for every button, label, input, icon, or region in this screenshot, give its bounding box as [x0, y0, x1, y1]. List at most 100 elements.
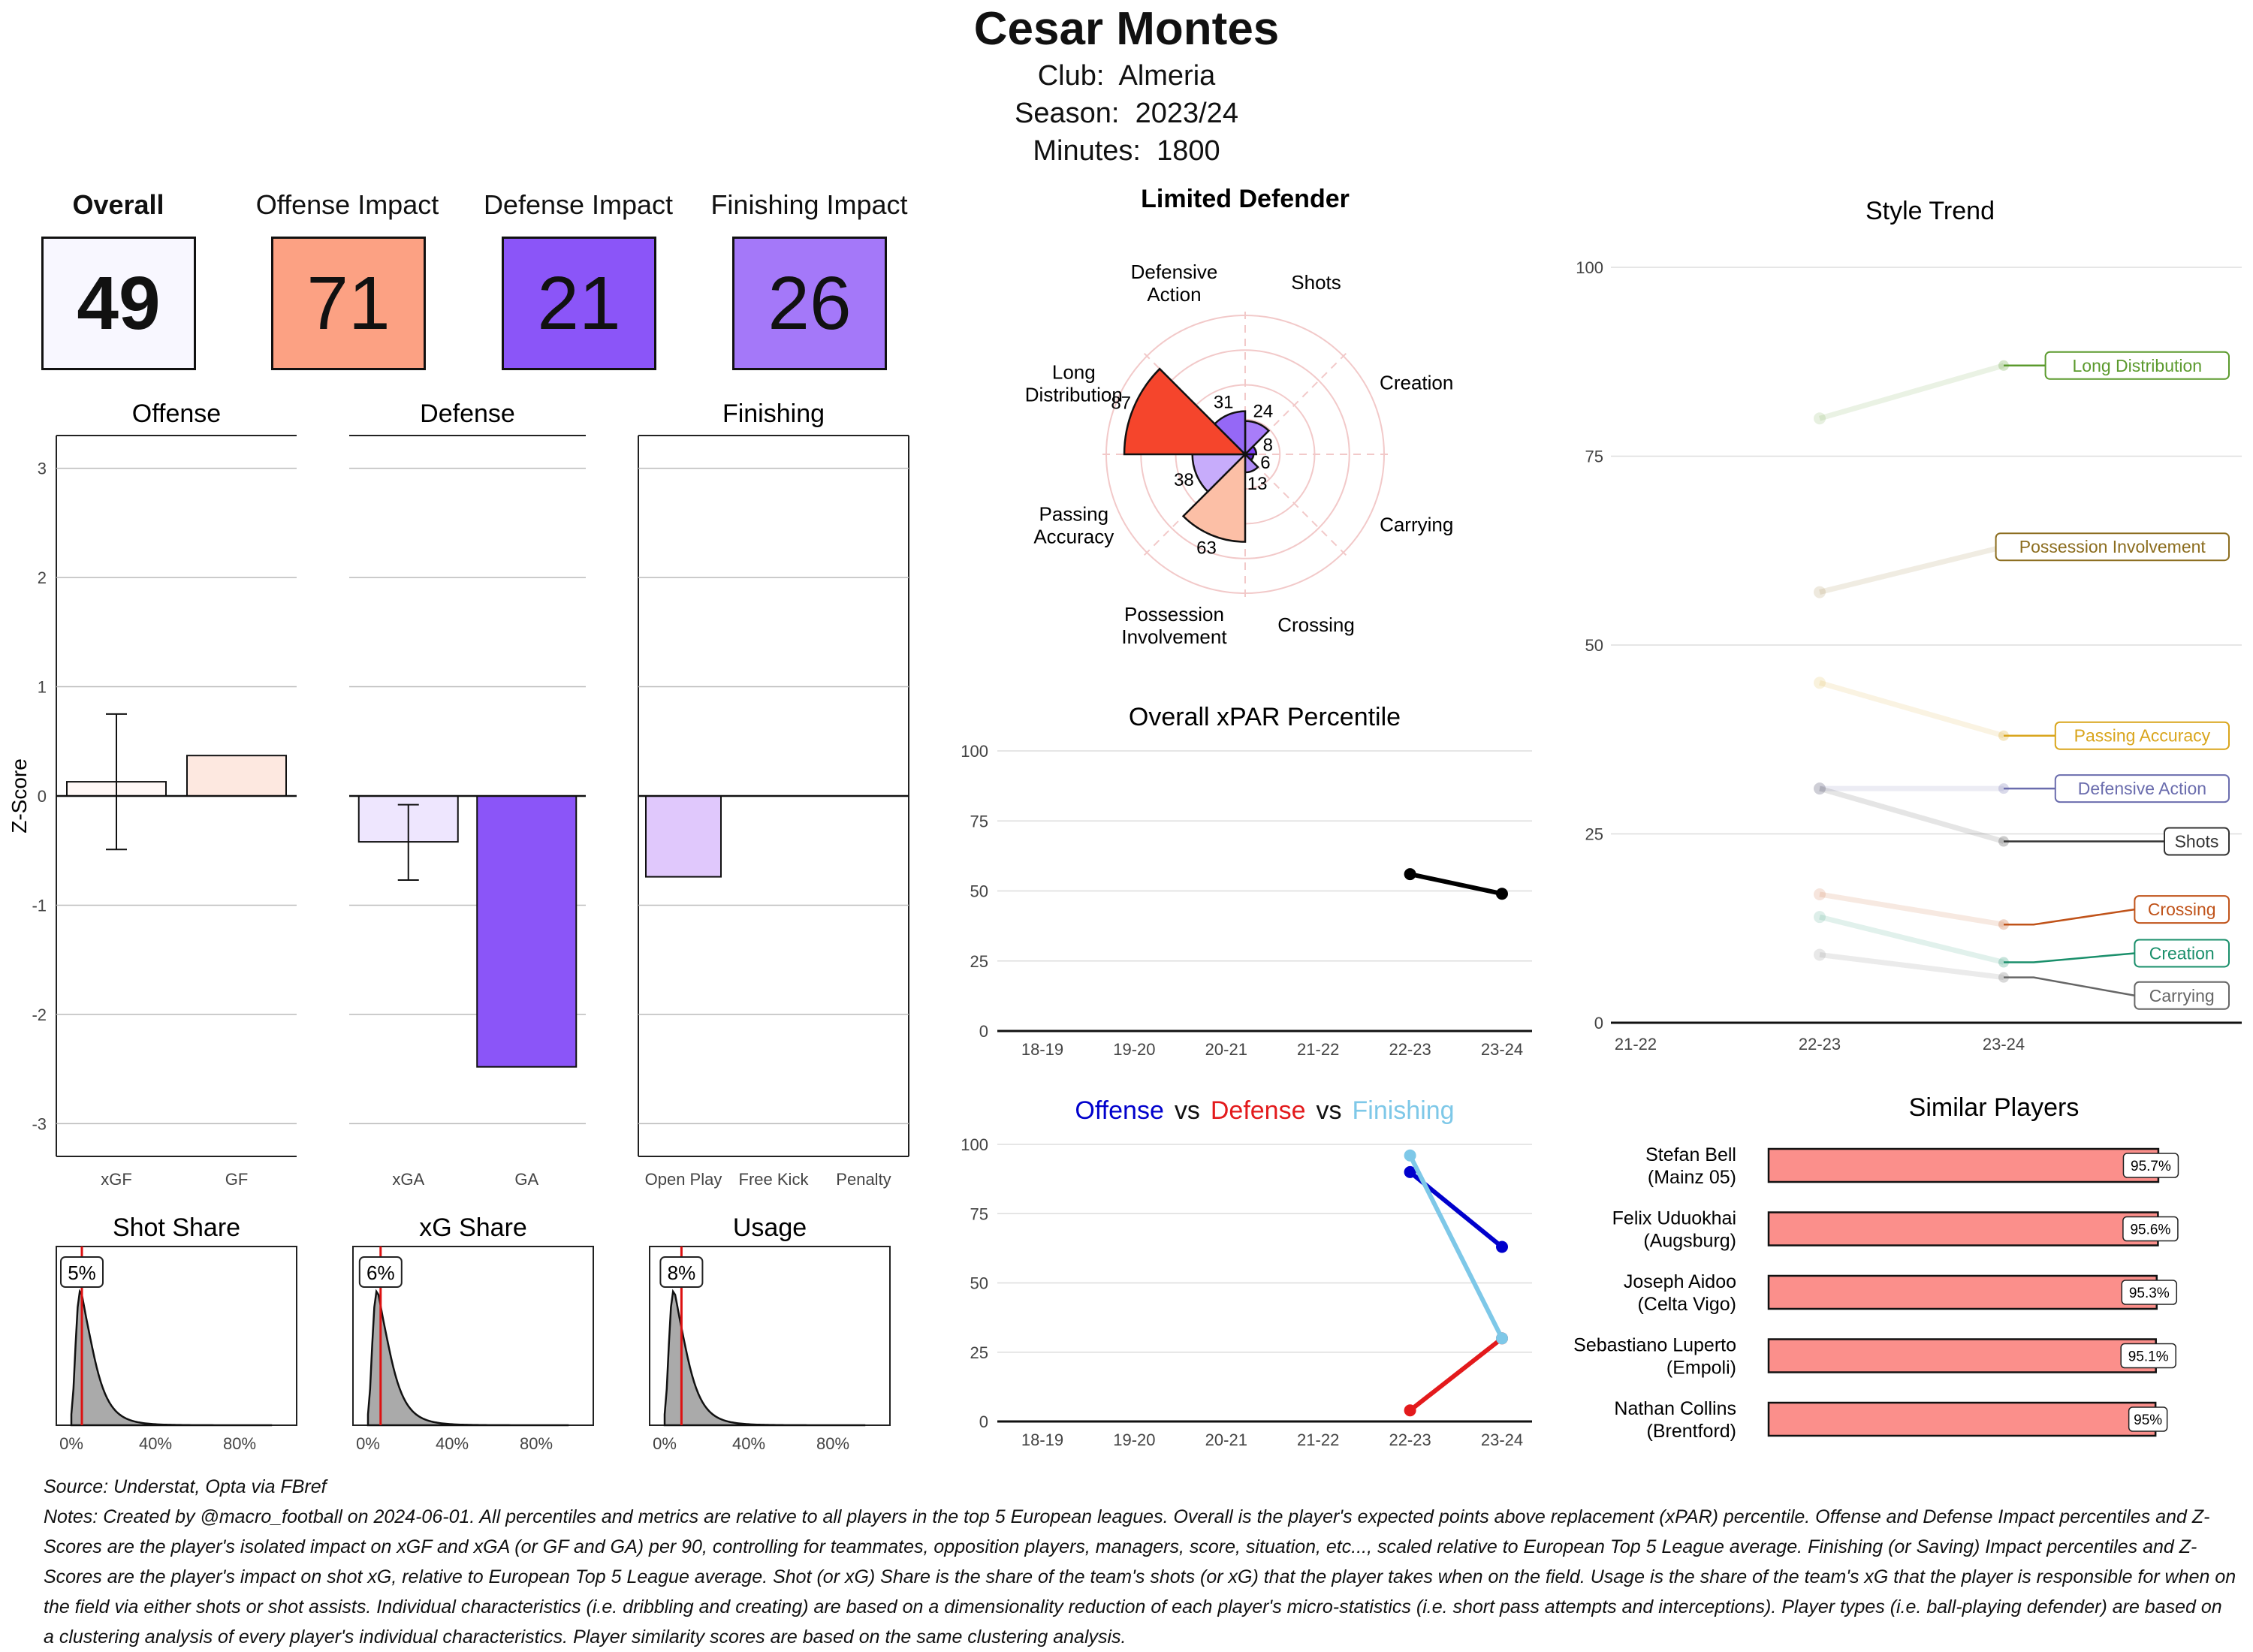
similar-bar	[1767, 1147, 2160, 1183]
card-overall-value: 49	[77, 261, 161, 345]
similar-value-box	[2128, 1406, 2168, 1432]
panel-title-defense: Defense	[420, 399, 515, 428]
radar-value-label: 13	[1247, 474, 1268, 494]
series-point	[1404, 1404, 1416, 1417]
style-label-passing-accuracy: Passing Accuracy	[2074, 726, 2211, 746]
density-value-box	[358, 1256, 403, 1288]
similar-value-box	[2121, 1280, 2178, 1305]
style-label-box	[2134, 939, 2230, 968]
radar-category-label: Possession Involvement	[1121, 603, 1227, 648]
density-value-box	[659, 1256, 704, 1288]
similar-bar	[1767, 1401, 2157, 1437]
y-tick-label: 25	[970, 952, 988, 971]
card-finishing-label: Finishing Impact	[710, 189, 908, 220]
similar-player-name: Nathan Collins	[1614, 1398, 1736, 1419]
ovd-title: Offense vs Defense vs Finishing	[1075, 1096, 1454, 1125]
card-offense-value: 71	[306, 261, 391, 345]
minutes-label: Minutes:	[1033, 135, 1141, 167]
style-label-possession-involvement: Possession Involvement	[2019, 537, 2206, 556]
bar-gf	[186, 755, 287, 797]
density-tick-label: 80%	[816, 1434, 849, 1453]
style-trend-line	[1819, 363, 2004, 421]
series-line	[1407, 1154, 1504, 1340]
card-overall: 49	[41, 237, 196, 370]
style-label-long-distribution: Long Distribution	[2072, 356, 2202, 375]
player-name: Cesar Montes	[973, 3, 1280, 55]
style-label-box	[2054, 721, 2230, 750]
style-leader-line	[2004, 976, 2135, 997]
y-tick-label: 50	[970, 882, 988, 901]
x-tick-label: 18-19	[1021, 1040, 1063, 1059]
y-tick-label: 50	[970, 1274, 988, 1293]
x-tick-label: 21-22	[1297, 1430, 1339, 1449]
notes-text: Notes: Created by @macro_football on 202…	[44, 1506, 2236, 1647]
similar-bar	[1767, 1211, 2159, 1247]
similar-value-box	[2120, 1343, 2176, 1369]
zscore-tick-label: -2	[32, 1005, 47, 1024]
style-point-prev	[1814, 586, 1826, 598]
style-label-box	[2054, 774, 2230, 803]
style-label-defensive-action: Defensive Action	[2078, 779, 2206, 798]
similar-player-club: (Empoli)	[1666, 1358, 1736, 1379]
radar-wedge-possession-involvement	[1181, 451, 1247, 543]
series-point	[1404, 1165, 1416, 1178]
season-line: Season: 2023/24	[751, 95, 1502, 132]
radar-category-label: Shots	[1291, 271, 1341, 294]
similar-player-name: Stefan Bell	[1645, 1144, 1736, 1165]
style-label-shots: Shots	[2175, 832, 2219, 852]
density-tick-label: 40%	[139, 1434, 172, 1453]
radar-value-label: 63	[1196, 538, 1217, 558]
density-value-box	[60, 1256, 104, 1288]
footer: Source: Understat, Opta via FBref Notes:…	[44, 1472, 2236, 1652]
zscore-axis-label: Z-Score	[8, 758, 31, 834]
header: Cesar Montes Club: Almeria Season: 2023/…	[751, 0, 1502, 170]
density-tick-label: 0%	[356, 1434, 380, 1453]
source-text: Source: Understat, Opta via FBref	[44, 1476, 327, 1497]
card-defense-value: 21	[537, 261, 621, 345]
category-label: GA	[514, 1170, 538, 1189]
y-tick-label: 50	[1585, 636, 1603, 655]
y-tick-label: 0	[1594, 1014, 1603, 1032]
series-point	[1496, 888, 1508, 900]
category-label: Open Play	[645, 1170, 722, 1189]
y-tick-label: 0	[979, 1022, 988, 1041]
zscore-tick-label: -1	[32, 896, 47, 915]
radar-title: Limited Defender	[1141, 185, 1350, 213]
style-trend-line	[1819, 891, 2004, 927]
style-label-box	[2164, 827, 2230, 856]
season-value: 2023/24	[1135, 98, 1238, 129]
zscore-tick-label: 3	[38, 460, 47, 478]
density-chart: Shot Share 5% 0% 40% 80% xG Share 6% 0% 40% 80% Us…	[56, 1213, 891, 1453]
panel-title-finishing: Finishing	[722, 399, 825, 428]
density-tick-label: 40%	[436, 1434, 469, 1453]
series-point	[1496, 1241, 1508, 1253]
similar-value-label: 95.6%	[2130, 1222, 2170, 1238]
category-label: Free Kick	[739, 1170, 810, 1189]
similar-value-label: 95.7%	[2131, 1159, 2171, 1174]
y-tick-label: 75	[1585, 448, 1603, 466]
radar-spoke	[1244, 454, 1350, 559]
style-label-box	[1995, 532, 2230, 562]
x-tick-label: 20-21	[1205, 1040, 1247, 1059]
similar-player-name: Sebastiano Luperto	[1573, 1335, 1736, 1356]
radar-chart: Limited Defender 24 Shots 8 Creation 6 Carryin…	[1025, 185, 1454, 648]
radar-value-label: 6	[1260, 453, 1270, 473]
radar-category-label: Long Distribution	[1025, 360, 1123, 405]
x-tick-label: 21-22	[1615, 1035, 1657, 1054]
style-leader-line	[2004, 908, 2135, 926]
style-point-prev	[1814, 782, 1826, 795]
radar-value-label: 24	[1253, 401, 1274, 421]
x-tick-label: 21-22	[1297, 1040, 1339, 1059]
season-label: Season:	[1015, 98, 1120, 129]
style-label-carrying: Carrying	[2149, 986, 2215, 1005]
style-point-prev	[1814, 911, 1826, 924]
x-tick-label: 19-20	[1113, 1040, 1155, 1059]
y-tick-label: 25	[970, 1343, 988, 1362]
card-finishing-value: 26	[768, 261, 852, 345]
style-point-prev	[1814, 888, 1826, 900]
radar-value-label: 87	[1111, 393, 1131, 414]
style-trend-chart: Style Trend 0 25 50 75 100 21-22 22-23 23-24 Long…	[1576, 197, 2242, 1054]
radar-wedge-long-distribution	[1123, 367, 1248, 456]
density-value-label: 6%	[366, 1262, 395, 1284]
density-value-label: 5%	[68, 1262, 96, 1284]
